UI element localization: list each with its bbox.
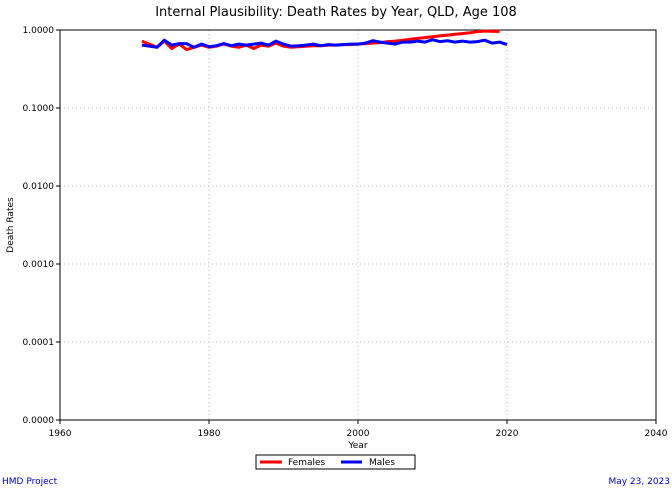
- series-line-males: [141, 38, 508, 49]
- y-tick-label: 0.0010: [23, 260, 55, 270]
- legend: Females Males: [255, 454, 416, 470]
- legend-label-males: Males: [369, 458, 395, 468]
- y-axis-label: Death Rates: [6, 197, 16, 253]
- series-group: [141, 29, 508, 52]
- y-axis: 1.0000 0.1000 0.0100 0.0010 0.0001 0.0000: [23, 26, 60, 426]
- x-axis: 1960 1980 2000 2020 2040: [49, 420, 668, 439]
- x-tick-label: 2000: [347, 429, 370, 439]
- y-tick-label: 0.0100: [23, 182, 55, 192]
- footer-date: May 23, 2023: [608, 477, 670, 487]
- x-axis-label: Year: [347, 441, 367, 451]
- chart-title: Internal Plausibility: Death Rates by Ye…: [155, 5, 517, 20]
- footer-source: HMD Project: [2, 477, 58, 487]
- legend-label-females: Females: [288, 458, 326, 468]
- grid: [60, 30, 656, 420]
- x-tick-label: 2020: [496, 429, 519, 439]
- y-tick-label: 0.1000: [23, 104, 55, 114]
- x-tick-label: 1980: [198, 429, 221, 439]
- plot-area: [59, 29, 657, 421]
- y-tick-label: 0.0000: [23, 416, 55, 426]
- legend-box: [255, 454, 416, 470]
- y-tick-label: 1.0000: [23, 26, 55, 36]
- x-tick-label: 1960: [49, 429, 72, 439]
- x-tick-label: 2040: [645, 429, 668, 439]
- y-tick-label: 0.0001: [23, 338, 55, 348]
